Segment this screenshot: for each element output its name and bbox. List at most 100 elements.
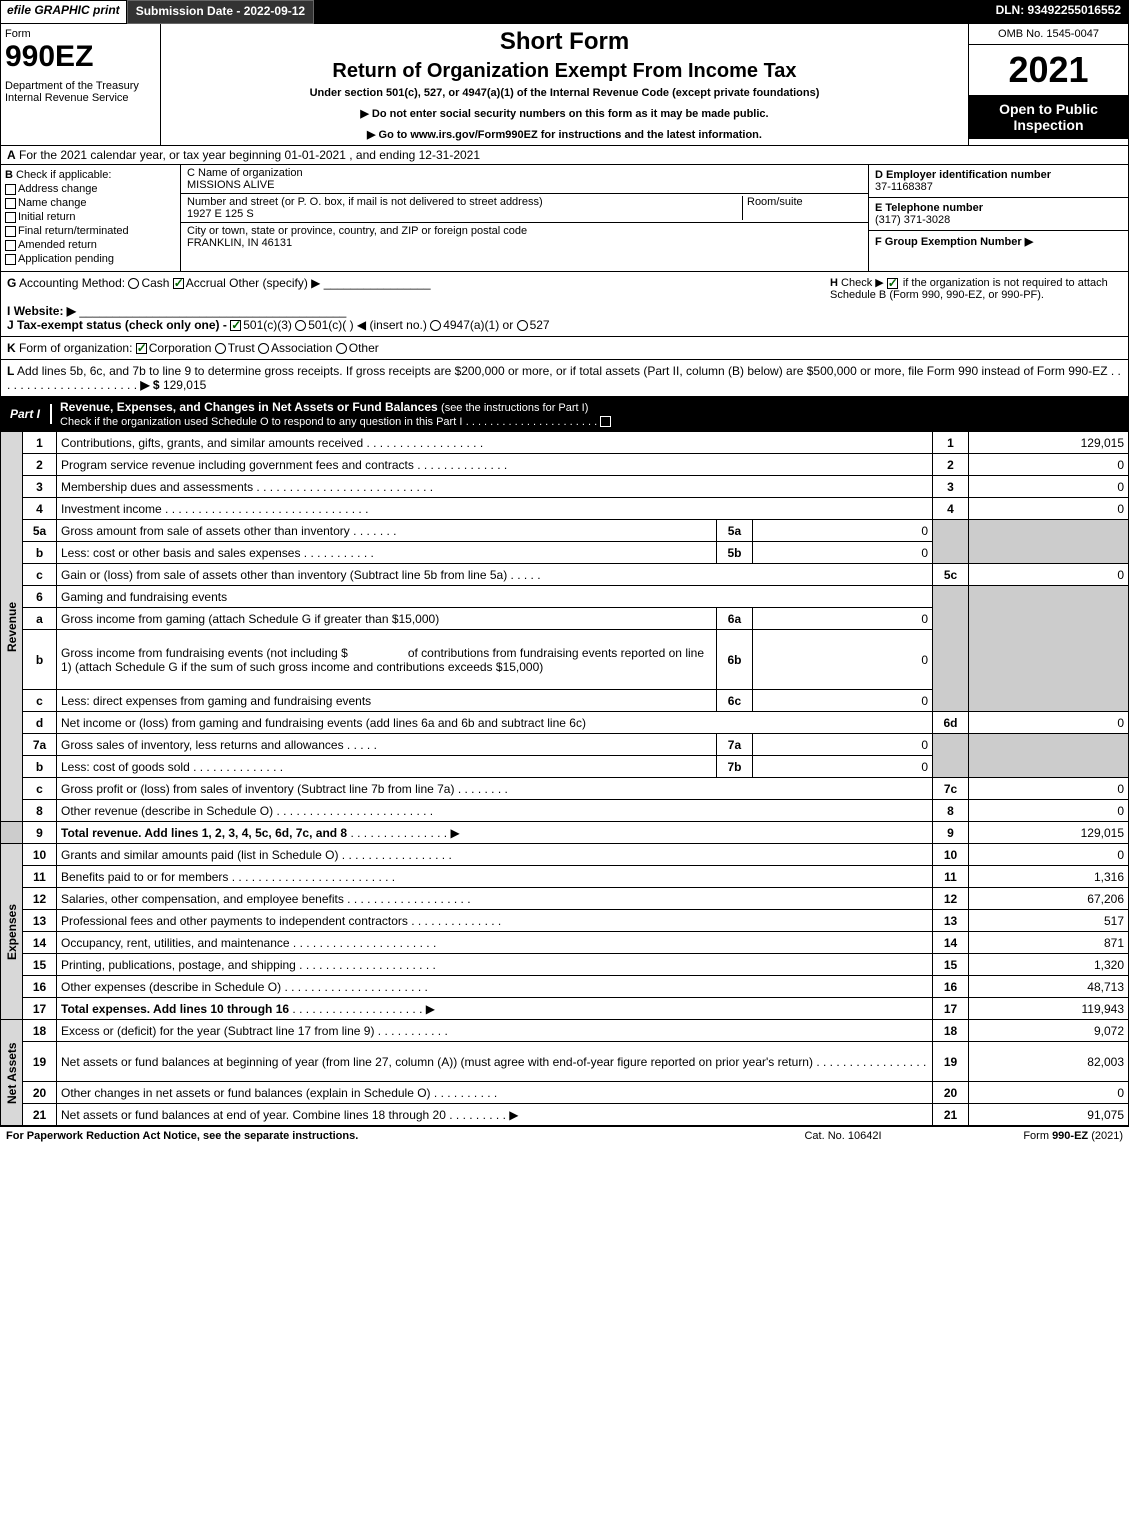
tel-label: E Telephone number <box>875 202 983 214</box>
line6a-num: a <box>23 608 57 630</box>
ssn-warning: ▶ Do not enter social security numbers o… <box>171 107 958 120</box>
section-bcd: B Check if applicable: Address change Na… <box>0 165 1129 272</box>
line-12: 12 Salaries, other compensation, and emp… <box>1 888 1129 910</box>
line-15: 15 Printing, publications, postage, and … <box>1 954 1129 976</box>
line-4: 4 Investment income . . . . . . . . . . … <box>1 498 1129 520</box>
line5b-desc: Less: cost or other basis and sales expe… <box>61 546 300 560</box>
calendar-year-text: For the 2021 calendar year, or tax year … <box>19 148 480 162</box>
line1-desc: Contributions, gifts, grants, and simila… <box>61 436 363 450</box>
letter-i: I <box>7 304 10 318</box>
line-13: 13 Professional fees and other payments … <box>1 910 1129 932</box>
line-5a: 5a Gross amount from sale of assets othe… <box>1 520 1129 542</box>
radio-527[interactable] <box>517 320 528 331</box>
cb-initial-return[interactable]: Initial return <box>5 211 176 223</box>
line12-num: 12 <box>23 888 57 910</box>
cb-accrual[interactable] <box>173 278 184 289</box>
shade-6v <box>969 586 1129 712</box>
cb-schedule-o[interactable] <box>600 416 611 427</box>
street-row: Number and street (or P. O. box, if mail… <box>181 194 868 223</box>
line8-rlbl: 8 <box>933 800 969 822</box>
line12-desc: Salaries, other compensation, and employ… <box>61 892 344 906</box>
col-c: C Name of organization MISSIONS ALIVE Nu… <box>181 165 868 271</box>
radio-4947[interactable] <box>430 320 441 331</box>
cb-final-return[interactable]: Final return/terminated <box>5 225 176 237</box>
part1-header: Part I Revenue, Expenses, and Changes in… <box>0 397 1129 431</box>
line7b-inval: 0 <box>752 756 932 778</box>
cb-corporation[interactable] <box>136 343 147 354</box>
line5b-num: b <box>23 542 57 564</box>
part1-check-line: Check if the organization used Schedule … <box>60 416 462 428</box>
cb-name-change[interactable]: Name change <box>5 197 176 209</box>
line15-num: 15 <box>23 954 57 976</box>
h-check-text: Check ▶ <box>841 277 884 289</box>
line5a-inlbl: 5a <box>716 520 752 542</box>
line10-desc: Grants and similar amounts paid (list in… <box>61 848 338 862</box>
line11-desc: Benefits paid to or for members <box>61 870 228 884</box>
line21-value: 91,075 <box>969 1104 1129 1126</box>
opt-4947: 4947(a)(1) or <box>443 318 513 332</box>
line-16: 16 Other expenses (describe in Schedule … <box>1 976 1129 998</box>
letter-l: L <box>7 364 14 378</box>
radio-trust[interactable] <box>215 343 226 354</box>
line5a-num: 5a <box>23 520 57 542</box>
form-number: 990EZ <box>5 40 156 74</box>
line2-desc: Program service revenue including govern… <box>61 458 414 472</box>
line4-value: 0 <box>969 498 1129 520</box>
line13-value: 517 <box>969 910 1129 932</box>
line14-desc: Occupancy, rent, utilities, and maintena… <box>61 936 290 950</box>
revenue-vert-label: Revenue <box>1 432 23 822</box>
goto-link[interactable]: ▶ Go to www.irs.gov/Form990EZ for instru… <box>171 128 958 141</box>
line4-desc: Investment income <box>61 502 162 516</box>
line11-rlbl: 11 <box>933 866 969 888</box>
line6b-num: b <box>23 630 57 690</box>
page-footer: For Paperwork Reduction Act Notice, see … <box>0 1126 1129 1145</box>
l-value: 129,015 <box>163 378 206 392</box>
row-gh: G Accounting Method: Cash Accrual Other … <box>0 272 1129 337</box>
radio-other[interactable] <box>336 343 347 354</box>
cb-amended-return[interactable]: Amended return <box>5 239 176 251</box>
line7a-num: 7a <box>23 734 57 756</box>
line-7a: 7a Gross sales of inventory, less return… <box>1 734 1129 756</box>
line1-value: 129,015 <box>969 432 1129 454</box>
ein-label: D Employer identification number <box>875 169 1051 181</box>
efile-print-button[interactable]: efile GRAPHIC print <box>0 0 127 24</box>
cb-501c3[interactable] <box>230 320 241 331</box>
cb-application-pending[interactable]: Application pending <box>5 253 176 265</box>
line6a-inlbl: 6a <box>716 608 752 630</box>
line10-value: 0 <box>969 844 1129 866</box>
line6b-inval: 0 <box>752 630 932 690</box>
line11-value: 1,316 <box>969 866 1129 888</box>
radio-cash[interactable] <box>128 278 139 289</box>
line20-num: 20 <box>23 1082 57 1104</box>
org-name-row: C Name of organization MISSIONS ALIVE <box>181 165 868 194</box>
line8-value: 0 <box>969 800 1129 822</box>
radio-association[interactable] <box>258 343 269 354</box>
dln-label: DLN: 93492255016552 <box>988 0 1129 24</box>
line5c-num: c <box>23 564 57 586</box>
l-arrow: ▶ $ <box>140 378 159 392</box>
line6-num: 6 <box>23 586 57 608</box>
line-11: 11 Benefits paid to or for members . . .… <box>1 866 1129 888</box>
cb-address-change[interactable]: Address change <box>5 183 176 195</box>
paperwork-notice: For Paperwork Reduction Act Notice, see … <box>6 1130 743 1142</box>
cb-schedule-b[interactable] <box>887 278 898 289</box>
l-text: Add lines 5b, 6c, and 7b to line 9 to de… <box>17 364 1108 378</box>
line10-rlbl: 10 <box>933 844 969 866</box>
line4-num: 4 <box>23 498 57 520</box>
line6a-desc: Gross income from gaming (attach Schedul… <box>57 608 717 630</box>
line3-rlbl: 3 <box>933 476 969 498</box>
netassets-vert-label: Net Assets <box>1 1020 23 1126</box>
shade-7v <box>969 734 1129 778</box>
line-19: 19 Net assets or fund balances at beginn… <box>1 1042 1129 1082</box>
line6c-inval: 0 <box>752 690 932 712</box>
line6c-desc: Less: direct expenses from gaming and fu… <box>57 690 717 712</box>
radio-501c[interactable] <box>295 320 306 331</box>
line1-rlbl: 1 <box>933 432 969 454</box>
letter-k: K <box>7 341 16 355</box>
line6c-num: c <box>23 690 57 712</box>
line13-num: 13 <box>23 910 57 932</box>
city-value: FRANKLIN, IN 46131 <box>187 237 292 249</box>
line16-desc: Other expenses (describe in Schedule O) <box>61 980 281 994</box>
line20-rlbl: 20 <box>933 1082 969 1104</box>
line20-desc: Other changes in net assets or fund bala… <box>61 1086 431 1100</box>
